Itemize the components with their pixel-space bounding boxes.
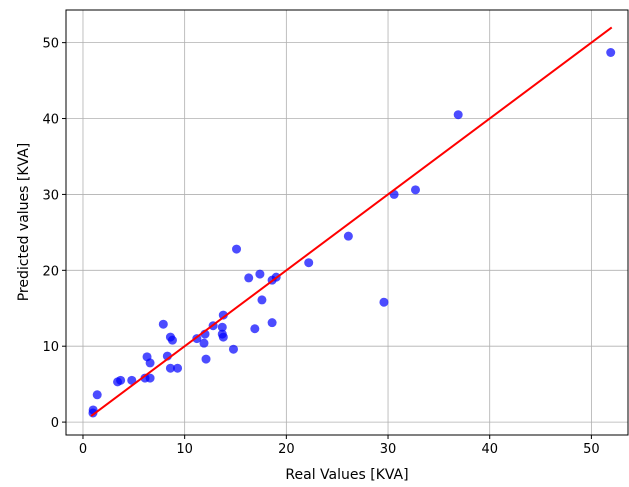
point (158, 319, 168, 329)
x-tick-label: 50 (583, 442, 600, 457)
point (217, 322, 227, 332)
point (343, 231, 353, 241)
x-tick-label: 20 (278, 442, 295, 457)
y-tick-label: 40 (42, 113, 59, 128)
fit-line (90, 26, 613, 417)
point (116, 375, 126, 385)
x-tick-label: 30 (380, 442, 397, 457)
point (218, 332, 228, 342)
x-tick-label: 0 (79, 442, 87, 457)
point (379, 297, 389, 307)
point (201, 354, 211, 364)
y-tick-label: 0 (51, 416, 59, 431)
y-tick-label: 20 (42, 264, 59, 279)
y-tick-label: 50 (42, 37, 59, 52)
point (228, 344, 238, 354)
point (165, 363, 175, 373)
y-tick-label: 30 (42, 188, 59, 203)
point (255, 269, 265, 279)
point (606, 48, 616, 57)
point (304, 258, 314, 268)
point (244, 273, 254, 283)
point (218, 310, 228, 320)
point (199, 338, 209, 348)
point (257, 295, 267, 305)
point (167, 335, 177, 345)
x-tick-label: 10 (176, 442, 193, 457)
point (127, 375, 137, 385)
point (250, 324, 260, 334)
y-axis-label: Predicted values [KVA] (16, 143, 32, 302)
point (145, 358, 155, 368)
point (453, 110, 463, 120)
x-axis-label: Real Values [KVA] (285, 467, 408, 483)
x-tick-label: 40 (481, 442, 498, 457)
point (232, 244, 242, 254)
point (410, 185, 420, 195)
point (173, 363, 183, 373)
point (145, 373, 155, 383)
y-tick-label: 10 (42, 340, 59, 355)
point (92, 390, 102, 400)
plot-frame (65, 9, 629, 436)
point (267, 318, 277, 328)
